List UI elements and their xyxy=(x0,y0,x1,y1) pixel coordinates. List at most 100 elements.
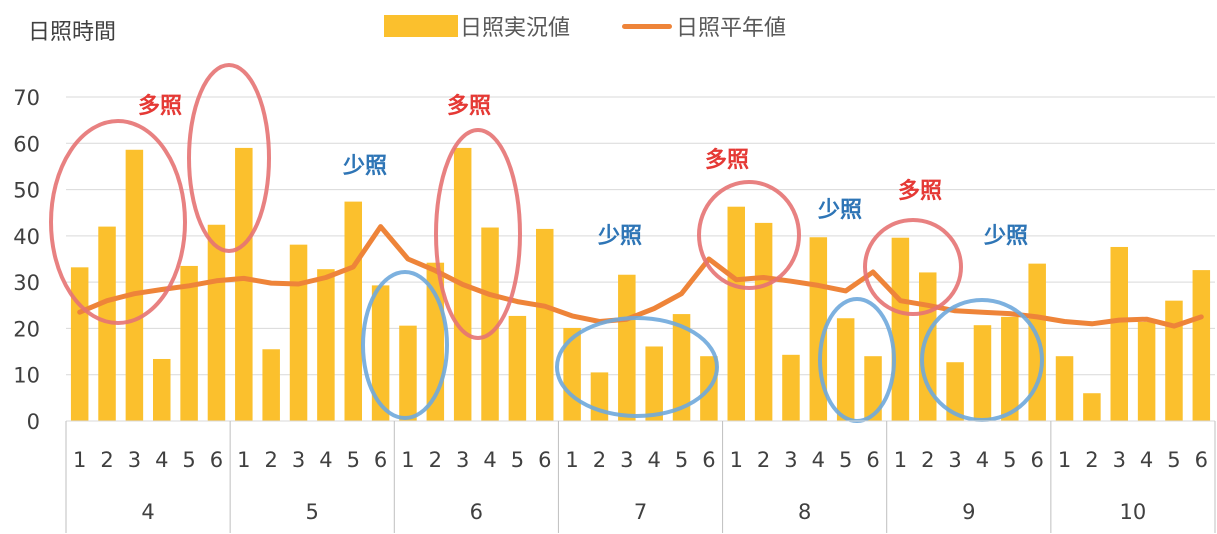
bar xyxy=(1137,321,1156,421)
x-tick-label: 3 xyxy=(784,448,797,472)
bar xyxy=(317,269,335,421)
legend: 日照実況値 日照平年値 xyxy=(384,10,786,42)
y-tick-label: 40 xyxy=(13,225,40,249)
x-tick-label: 4 xyxy=(483,448,496,472)
bar xyxy=(1192,270,1211,421)
bar xyxy=(891,237,910,421)
month-label: 7 xyxy=(634,500,647,524)
x-tick-label: 4 xyxy=(319,448,332,472)
annotation-label: 少照 xyxy=(343,154,388,179)
x-tick-label: 3 xyxy=(1113,448,1126,472)
x-tick-label: 3 xyxy=(128,448,141,472)
x-tick-label: 3 xyxy=(620,448,633,472)
x-tick-label: 2 xyxy=(429,448,442,472)
x-tick-label: 4 xyxy=(812,448,825,472)
bar xyxy=(1165,300,1183,421)
y-tick-label: 50 xyxy=(13,179,40,203)
x-tick-label: 6 xyxy=(1030,448,1043,472)
bar xyxy=(1028,263,1046,421)
highlight-ellipse xyxy=(818,297,896,423)
bar xyxy=(481,227,499,421)
month-label: 8 xyxy=(798,500,811,524)
x-tick-label: 5 xyxy=(1003,448,1016,472)
x-tick-label: 2 xyxy=(100,448,113,472)
x-tick-label: 3 xyxy=(456,448,469,472)
bar xyxy=(371,285,390,421)
highlight-ellipse xyxy=(863,218,963,316)
bar xyxy=(207,224,226,421)
x-tick-label: 1 xyxy=(73,448,86,472)
x-tick-label: 2 xyxy=(757,448,770,472)
bar xyxy=(98,226,116,421)
legend-bar-label: 日照実況値 xyxy=(460,16,571,41)
y-axis-title: 日照時間 xyxy=(28,20,117,45)
legend-line-swatch xyxy=(622,23,673,29)
x-tick-label: 6 xyxy=(374,448,387,472)
bar xyxy=(1001,316,1019,421)
x-tick-label: 4 xyxy=(1140,448,1153,472)
x-tick-label: 4 xyxy=(976,448,989,472)
legend-line-label: 日照平年値 xyxy=(676,16,787,41)
x-tick-label: 1 xyxy=(894,448,907,472)
bar xyxy=(535,228,554,421)
month-label: 6 xyxy=(470,500,483,524)
highlight-ellipse xyxy=(555,316,719,418)
bar xyxy=(508,315,527,421)
x-tick-label: 6 xyxy=(702,448,715,472)
x-tick-label: 6 xyxy=(538,448,551,472)
y-tick-label: 30 xyxy=(13,271,40,295)
bar xyxy=(672,314,691,421)
bar xyxy=(645,346,663,421)
month-label: 9 xyxy=(962,500,975,524)
annotation-label: 多照 xyxy=(705,148,750,173)
x-tick-label: 6 xyxy=(210,448,223,472)
x-tick-label: 1 xyxy=(401,448,414,472)
bar xyxy=(973,325,992,421)
bar xyxy=(727,206,746,421)
annotation-label: 少照 xyxy=(598,224,643,249)
x-tick-label: 5 xyxy=(511,448,524,472)
x-tick-label: 1 xyxy=(237,448,250,472)
highlight-ellipse xyxy=(187,63,271,253)
bar xyxy=(618,274,636,421)
x-tick-label: 5 xyxy=(1167,448,1180,472)
highlight-ellipse xyxy=(920,298,1044,422)
bar xyxy=(836,318,855,421)
y-tick-label: 60 xyxy=(13,132,40,156)
bar xyxy=(782,354,800,421)
bar xyxy=(262,349,280,421)
x-tick-label: 1 xyxy=(730,448,743,472)
y-tick-label: 10 xyxy=(13,364,40,388)
bar xyxy=(1110,246,1129,421)
x-tick-label: 2 xyxy=(264,448,277,472)
x-tick-label: 2 xyxy=(593,448,606,472)
bar xyxy=(70,267,89,421)
x-tick-label: 5 xyxy=(182,448,195,472)
annotation-label: 多照 xyxy=(898,179,943,204)
annotation-label: 多照 xyxy=(447,94,492,119)
bar xyxy=(344,201,363,421)
annotation-label: 少照 xyxy=(984,224,1029,249)
annotation-label: 多照 xyxy=(138,94,183,119)
highlight-ellipse xyxy=(49,119,187,325)
bar xyxy=(125,149,144,421)
legend-bar-swatch xyxy=(384,15,458,37)
month-label: 10 xyxy=(1120,500,1147,524)
bar xyxy=(399,325,417,421)
y-tick-label: 20 xyxy=(13,317,40,341)
x-tick-label: 3 xyxy=(948,448,961,472)
bar xyxy=(1083,393,1101,421)
bar xyxy=(864,356,882,421)
bar xyxy=(289,244,308,421)
y-tick-label: 0 xyxy=(27,410,40,434)
bar xyxy=(235,147,253,421)
x-tick-label: 1 xyxy=(565,448,578,472)
month-label: 5 xyxy=(306,500,319,524)
x-tick-label: 2 xyxy=(921,448,934,472)
highlight-ellipse xyxy=(697,180,801,290)
y-tick-label: 70 xyxy=(13,86,40,110)
annotation-label: 少照 xyxy=(818,198,863,223)
x-tick-label: 5 xyxy=(347,448,360,472)
x-tick-label: 4 xyxy=(155,448,168,472)
